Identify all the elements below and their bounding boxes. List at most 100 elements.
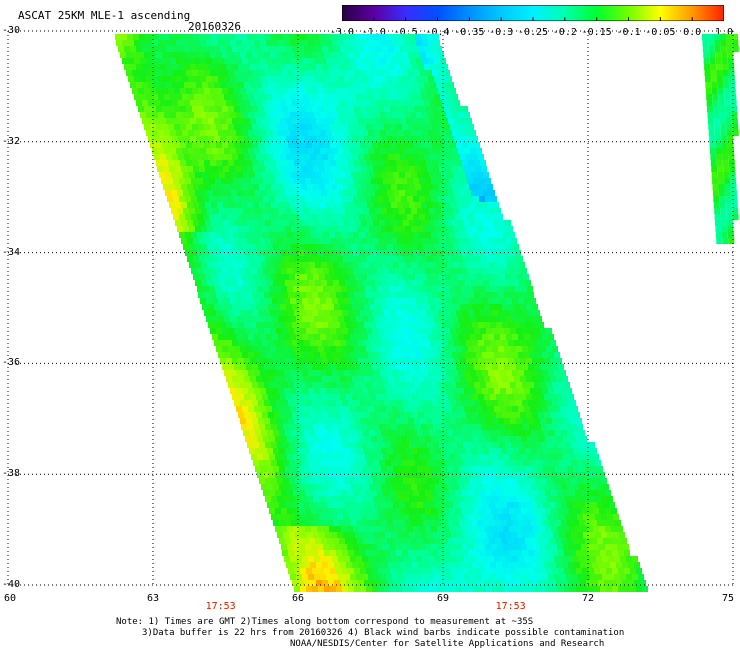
swath-cell [337, 256, 343, 262]
swath-cell [233, 214, 239, 220]
swath-cell [140, 76, 146, 82]
swath-cell [398, 76, 404, 82]
swath-cell [165, 172, 171, 178]
swath-cell [345, 208, 351, 214]
swath-cell [244, 376, 250, 382]
swath-cell [328, 376, 334, 382]
swath-cell [349, 514, 355, 520]
swath-cell [383, 526, 389, 532]
swath-cell [576, 418, 582, 424]
swath-cell [503, 472, 509, 478]
swath-cell [376, 322, 382, 328]
swath-cell [350, 76, 356, 82]
swath-cell [469, 238, 475, 244]
swath-cell [339, 172, 345, 178]
swath-cell [367, 220, 373, 226]
swath-cell [350, 58, 356, 64]
swath-cell [222, 106, 228, 112]
swath-cell [393, 466, 399, 472]
swath-cell [511, 274, 517, 280]
swath-cell [322, 412, 328, 418]
swath-cell [312, 70, 318, 76]
swath-cell [181, 202, 187, 208]
swath-cell [407, 490, 413, 496]
swath-cell [396, 328, 402, 334]
swath-cell [409, 460, 415, 466]
swath-cell [322, 64, 328, 70]
swath-cell [302, 130, 308, 136]
swath-cell [254, 298, 260, 304]
swath-cell [332, 58, 338, 64]
swath-cell [319, 532, 325, 538]
swath-cell [423, 430, 429, 436]
swath-cell [391, 166, 397, 172]
swath-cell [168, 52, 174, 58]
swath-cell [447, 538, 453, 544]
swath-cell [283, 460, 289, 466]
swath-cell [387, 520, 393, 526]
swath-cell [226, 64, 232, 70]
swath-cell [220, 322, 226, 328]
swath-cell [453, 172, 459, 178]
swath-cell [232, 358, 238, 364]
swath-cell [290, 76, 296, 82]
swath-cell [251, 196, 257, 202]
swath-cell [398, 58, 404, 64]
swath-cell [581, 526, 587, 532]
swath-cell [286, 304, 292, 310]
swath-cell [547, 478, 553, 484]
swath-cell [549, 484, 555, 490]
swath-cell [330, 160, 336, 166]
swath-cell [413, 544, 419, 550]
swath-cell [512, 388, 518, 394]
swath-cell [481, 166, 487, 172]
swath-cell [389, 232, 395, 238]
swath-cell [294, 346, 300, 352]
swath-cell [348, 142, 354, 148]
swath-cell [453, 538, 459, 544]
swath-cell [320, 370, 326, 376]
swath-cell [512, 370, 518, 376]
swath-cell [561, 466, 567, 472]
swath-cell [442, 340, 448, 346]
swath-cell [485, 196, 491, 202]
swath-cell [294, 292, 300, 298]
swath-cell [343, 274, 349, 280]
swath-cell [427, 532, 433, 538]
swath-cell [327, 190, 333, 196]
swath-cell [286, 394, 292, 400]
swath-cell [215, 178, 221, 184]
swath-cell [360, 310, 366, 316]
swath-cell [255, 244, 261, 250]
swath-cell [352, 64, 358, 70]
swath-cell [279, 244, 285, 250]
swath-cell [294, 382, 300, 388]
swath-cell [351, 190, 357, 196]
swath-cell [377, 508, 383, 514]
swath-cell [441, 502, 447, 508]
swath-cell [183, 226, 189, 232]
swath-cell [455, 526, 461, 532]
swath-cell [302, 112, 308, 118]
swath-cell [407, 472, 413, 478]
swath-cell [398, 352, 404, 358]
swath-cell [338, 58, 344, 64]
swath-cell [559, 478, 565, 484]
swath-cell [311, 436, 317, 442]
swath-cell [478, 412, 484, 418]
swath-cell [270, 142, 276, 148]
swath-cell [579, 466, 585, 472]
swath-cell [242, 58, 248, 64]
swath-cell [527, 526, 533, 532]
swath-cell [382, 82, 388, 88]
swath-cell [236, 406, 242, 412]
swath-cell [509, 268, 515, 274]
swath-cell [479, 472, 485, 478]
swath-cell [342, 550, 348, 556]
swath-cell [368, 130, 374, 136]
swath-cell [188, 58, 194, 64]
swath-cell [338, 406, 344, 412]
swath-cell [408, 418, 414, 424]
swath-cell [441, 538, 447, 544]
swath-cell [206, 58, 212, 64]
